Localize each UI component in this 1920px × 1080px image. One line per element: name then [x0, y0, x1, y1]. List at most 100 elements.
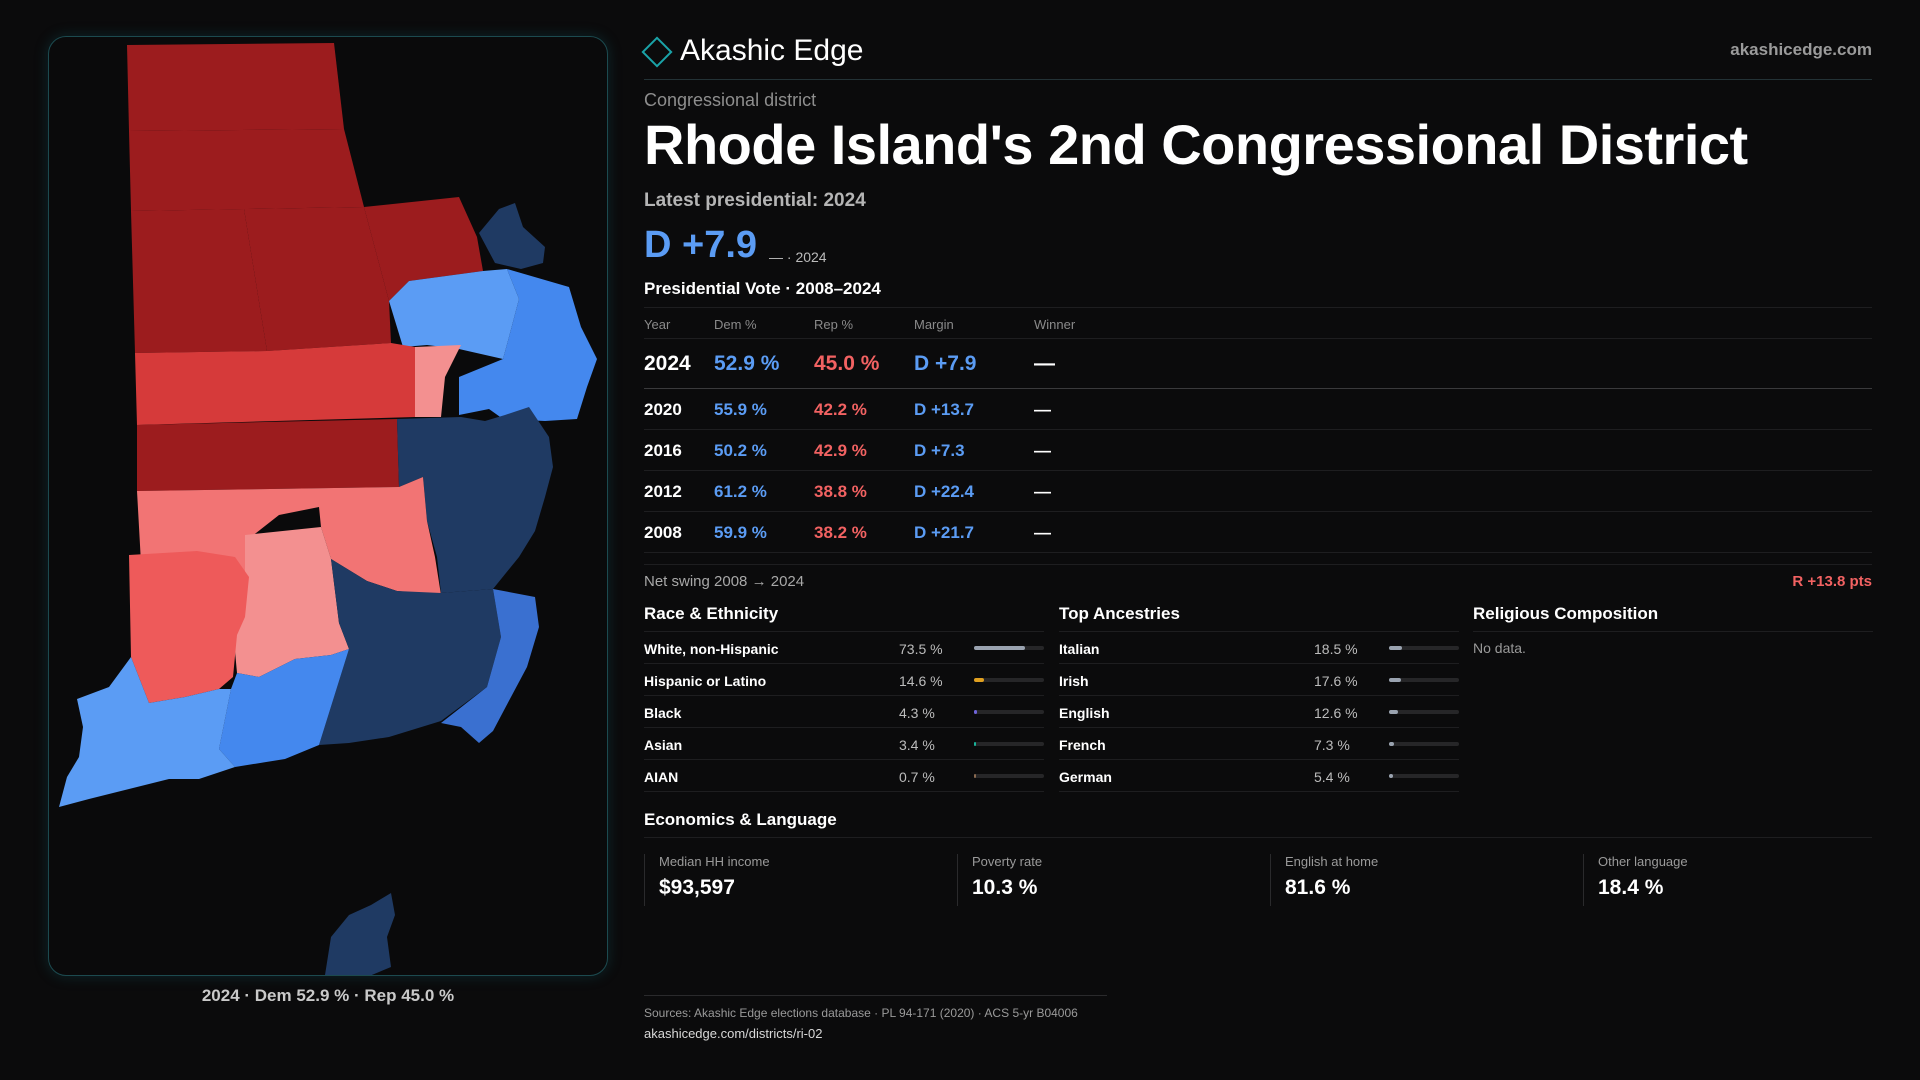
brand-url[interactable]: akashicedge.com	[1730, 40, 1872, 59]
ancestry-bar-track	[1389, 774, 1459, 778]
footer-url[interactable]: akashicedge.com/districts/ri-02	[644, 1026, 823, 1041]
econ-label: Poverty rate	[972, 854, 1043, 869]
race-label: White, non-Hispanic	[644, 641, 779, 657]
col-rep: Rep %	[814, 317, 854, 332]
race-label: AIAN	[644, 769, 679, 785]
race-label: Hispanic or Latino	[644, 673, 767, 689]
list-item: Asian 3.4 %	[644, 728, 1044, 760]
race-pct: 73.5 %	[899, 641, 943, 657]
row-margin: D +21.7	[914, 523, 975, 542]
race-label: Asian	[644, 737, 683, 753]
race-bar	[974, 678, 985, 682]
economics-header: Economics & Language	[644, 806, 1872, 838]
list-item: German 5.4 %	[1059, 760, 1459, 792]
map-town[interactable]	[137, 419, 399, 491]
religion-empty: No data.	[1473, 640, 1526, 656]
row-dem: 59.9 %	[714, 523, 767, 542]
brand-name[interactable]: Akashic Edge	[680, 34, 864, 67]
ancestry-pct: 17.6 %	[1314, 673, 1358, 689]
latest-margin: D +7.9	[644, 224, 758, 266]
vote-section-title: Presidential Vote · 2008–2024	[644, 279, 881, 298]
row-dem: 61.2 %	[714, 482, 767, 501]
col-winner: Winner	[1034, 317, 1076, 332]
list-item: Italian 18.5 %	[1059, 632, 1459, 664]
row-rep: 38.8 %	[814, 482, 867, 501]
row-winner: —	[1034, 400, 1051, 419]
economics-title: Economics & Language	[644, 810, 837, 829]
race-pct: 3.4 %	[899, 737, 935, 753]
list-item: White, non-Hispanic 73.5 %	[644, 632, 1044, 664]
ancestry-label: Irish	[1059, 673, 1089, 689]
map-town[interactable]	[319, 559, 501, 745]
ancestry-title: Top Ancestries	[1059, 602, 1459, 632]
map-town[interactable]	[389, 269, 519, 359]
econ-card-poverty: Poverty rate 10.3 %	[957, 854, 1257, 906]
map-town[interactable]	[397, 407, 553, 593]
race-bar	[974, 774, 977, 778]
ancestry-bar	[1389, 710, 1398, 714]
map-town[interactable]	[364, 197, 483, 301]
row-year: 2008	[644, 523, 682, 542]
table-row: 2020 55.9 % 42.2 % D +13.7 —	[644, 389, 1872, 430]
ancestry-bar	[1389, 678, 1402, 682]
page-title: Rhode Island's 2nd Congressional Distric…	[644, 113, 1748, 176]
net-swing-value: R +13.8 pts	[1792, 573, 1872, 590]
map-town[interactable]	[127, 43, 344, 131]
ancestry-label: English	[1059, 705, 1110, 721]
col-margin: Margin	[914, 317, 954, 332]
race-bar-track	[974, 742, 1044, 746]
race-bar-track	[974, 774, 1044, 778]
ancestry-bar	[1389, 646, 1402, 650]
list-item: English 12.6 %	[1059, 696, 1459, 728]
econ-value: 18.4 %	[1598, 876, 1664, 899]
ancestry-label: German	[1059, 769, 1112, 785]
list-item: Hispanic or Latino 14.6 %	[644, 664, 1044, 696]
map-town[interactable]	[135, 343, 415, 425]
district-map[interactable]	[48, 36, 608, 976]
ancestry-bar-track	[1389, 646, 1459, 650]
race-label: Black	[644, 705, 682, 721]
map-town[interactable]	[129, 551, 249, 703]
row-winner: —	[1034, 482, 1051, 501]
row-winner: —	[1034, 352, 1055, 375]
district-details: Akashic Edge akashicedge.com Congression…	[641, 0, 1873, 1080]
race-ethnicity-panel: Race & Ethnicity White, non-Hispanic 73.…	[644, 602, 1044, 792]
map-town[interactable]	[479, 203, 545, 269]
ancestry-pct: 18.5 %	[1314, 641, 1358, 657]
ancestry-pct: 5.4 %	[1314, 769, 1350, 785]
district-map-svg	[59, 43, 597, 976]
map-town[interactable]	[233, 527, 349, 677]
footer: Sources: Akashic Edge elections database…	[644, 995, 1107, 1041]
ancestry-label: French	[1059, 737, 1106, 753]
econ-label: English at home	[1285, 854, 1379, 869]
col-year: Year	[644, 317, 671, 332]
ancestry-bar-track	[1389, 710, 1459, 714]
row-rep: 45.0 %	[814, 352, 880, 375]
latest-margin-sub: — · 2024	[769, 249, 827, 265]
latest-presidential-label: Latest presidential: 2024	[644, 190, 866, 211]
econ-card-income: Median HH income $93,597	[644, 854, 944, 906]
map-town[interactable]	[131, 209, 267, 353]
net-swing: Net swing 2008 → 2024 R +13.8 pts	[644, 564, 1872, 594]
map-town[interactable]	[244, 207, 391, 351]
map-town[interactable]	[325, 893, 395, 976]
map-town[interactable]	[59, 657, 235, 807]
economics-cards: Median HH income $93,597 Poverty rate 10…	[644, 854, 1872, 906]
map-town[interactable]	[129, 129, 364, 211]
row-winner: —	[1034, 523, 1051, 542]
map-town[interactable]	[415, 345, 461, 417]
map-town[interactable]	[219, 649, 349, 767]
table-header: Year Dem % Rep % Margin Winner	[644, 307, 1872, 339]
table-row: 2016 50.2 % 42.9 % D +7.3 —	[644, 430, 1872, 471]
econ-card-other-language: Other language 18.4 %	[1583, 854, 1883, 906]
map-town[interactable]	[441, 589, 539, 743]
row-year: 2012	[644, 482, 682, 501]
econ-card-english: English at home 81.6 %	[1270, 854, 1570, 906]
race-bar	[974, 742, 977, 746]
race-pct: 14.6 %	[899, 673, 943, 689]
map-town[interactable]	[459, 269, 597, 421]
map-caption: 2024 · Dem 52.9 % · Rep 45.0 %	[201, 986, 455, 1005]
race-bar	[974, 710, 977, 714]
row-dem: 52.9 %	[714, 352, 780, 375]
table-row: 2008 59.9 % 38.2 % D +21.7 —	[644, 512, 1872, 553]
